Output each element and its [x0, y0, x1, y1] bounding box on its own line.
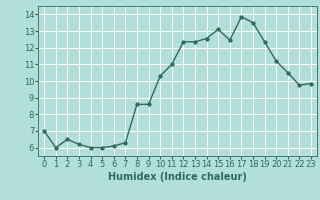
X-axis label: Humidex (Indice chaleur): Humidex (Indice chaleur): [108, 172, 247, 182]
